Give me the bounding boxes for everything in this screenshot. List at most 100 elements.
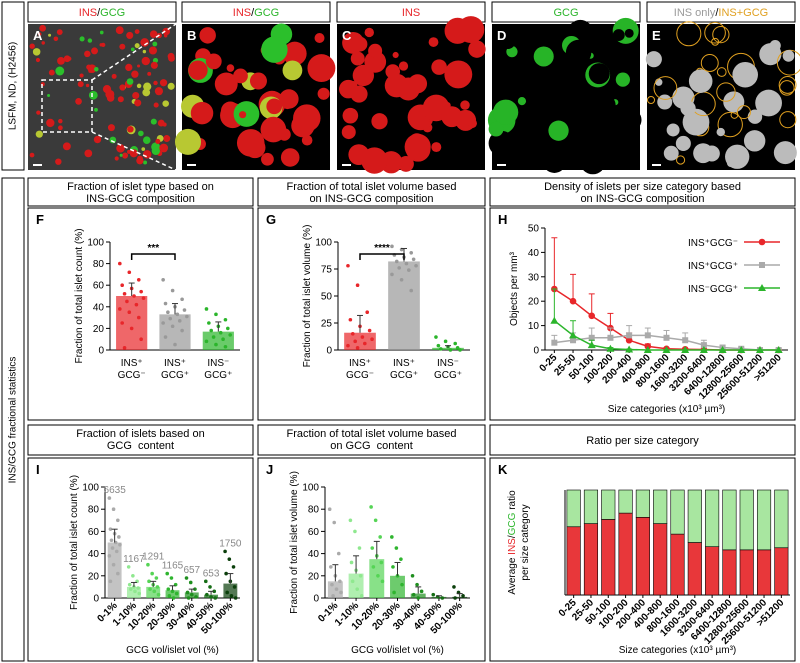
image-blob <box>261 36 288 63</box>
data-point <box>186 596 191 600</box>
data-point <box>348 518 353 523</box>
bar-segment <box>705 546 720 596</box>
data-point <box>233 596 238 600</box>
image-blob <box>121 152 129 159</box>
x-axis-label: Size categories (x10³ µm³) <box>619 645 736 656</box>
image-blob <box>107 124 115 132</box>
image-blob <box>87 38 93 43</box>
y-tick-label: 10 <box>528 321 540 332</box>
image-blob <box>282 60 303 81</box>
data-point <box>223 549 227 554</box>
image-blob <box>533 46 554 67</box>
image-blob <box>645 51 662 68</box>
y-label-part: ratio <box>507 490 518 513</box>
y-tick-label: 60 <box>93 281 105 292</box>
y-label-part: Average <box>507 555 518 595</box>
data-point <box>232 585 237 589</box>
image-blob <box>119 84 126 91</box>
bar <box>432 347 464 350</box>
significance-label: **** <box>374 243 390 254</box>
image-blob <box>615 72 631 87</box>
zoom-box <box>41 79 93 133</box>
image-blob <box>99 43 103 47</box>
data-point <box>227 557 232 561</box>
image-blob <box>266 98 283 115</box>
image-blob <box>317 87 330 100</box>
image-blob <box>174 128 202 155</box>
data-point <box>411 592 416 597</box>
image-blob <box>147 71 152 76</box>
data-point <box>221 337 225 342</box>
marker <box>643 346 652 353</box>
data-point <box>109 538 114 543</box>
panel-title: INS only/INS+GCG <box>674 7 768 19</box>
data-point <box>431 592 436 597</box>
count-label: 6635 <box>104 485 127 496</box>
image-blob <box>47 94 51 98</box>
data-point <box>127 270 132 275</box>
y-tick-label: 30 <box>528 272 540 283</box>
data-point <box>411 257 416 262</box>
image-blob <box>142 136 151 144</box>
data-point <box>399 557 403 561</box>
data-point <box>359 593 364 598</box>
image-blob <box>291 113 315 138</box>
bar <box>390 575 405 598</box>
image-blob <box>675 155 686 165</box>
marker <box>662 346 671 353</box>
image-blob <box>539 100 564 125</box>
image-blob <box>77 81 84 88</box>
image-blob <box>84 149 93 158</box>
header-box <box>27 177 254 207</box>
bar <box>369 559 385 598</box>
data-point <box>226 326 230 331</box>
data-point <box>214 342 218 347</box>
image-blob <box>657 94 673 110</box>
header-box <box>489 177 796 207</box>
data-point <box>184 576 189 580</box>
image-blob <box>700 54 719 72</box>
count-label: 1750 <box>219 538 242 549</box>
image-blob <box>517 97 527 106</box>
panel-header: Fraction of total islet volume based <box>287 428 457 440</box>
data-point <box>155 585 160 589</box>
x-tick-label: INS⁻ <box>437 358 459 369</box>
data-point <box>147 579 151 584</box>
y-tick-label: 60 <box>88 527 100 538</box>
image-blob <box>132 91 140 100</box>
data-point <box>367 328 372 333</box>
data-point <box>129 326 134 331</box>
image-blob <box>149 30 158 38</box>
data-point <box>194 595 198 599</box>
image-blob <box>653 76 678 100</box>
data-point <box>214 312 218 317</box>
image-blob <box>704 21 726 44</box>
bar <box>388 261 420 350</box>
data-point <box>174 591 179 596</box>
x-axis-label: GCG vol/islet vol (%) <box>126 645 219 656</box>
image-blob <box>384 73 409 98</box>
x-tick-label: INS⁺ <box>393 358 415 369</box>
image-blob <box>114 156 119 161</box>
data-point <box>348 317 353 322</box>
image-blob <box>342 107 359 124</box>
legend-label: INS⁺GCG⁺ <box>688 261 738 272</box>
image-blob <box>747 109 763 124</box>
image-blob <box>138 130 144 137</box>
image-blob <box>712 25 730 44</box>
y-tick-label: 20 <box>528 297 540 308</box>
image-blob <box>116 144 125 153</box>
image-blob <box>703 145 720 162</box>
panel-header: on INS-GCG composition <box>580 193 704 205</box>
data-point <box>330 582 334 587</box>
panel-box <box>489 207 796 421</box>
image-blob <box>368 43 383 58</box>
data-point <box>415 582 419 587</box>
image-blob <box>150 61 158 69</box>
data-point <box>137 591 142 596</box>
y-tick-label: 40 <box>88 549 100 560</box>
data-point <box>193 587 197 591</box>
bar-segment <box>722 549 737 596</box>
data-point <box>125 299 129 304</box>
image-blob <box>404 133 431 160</box>
